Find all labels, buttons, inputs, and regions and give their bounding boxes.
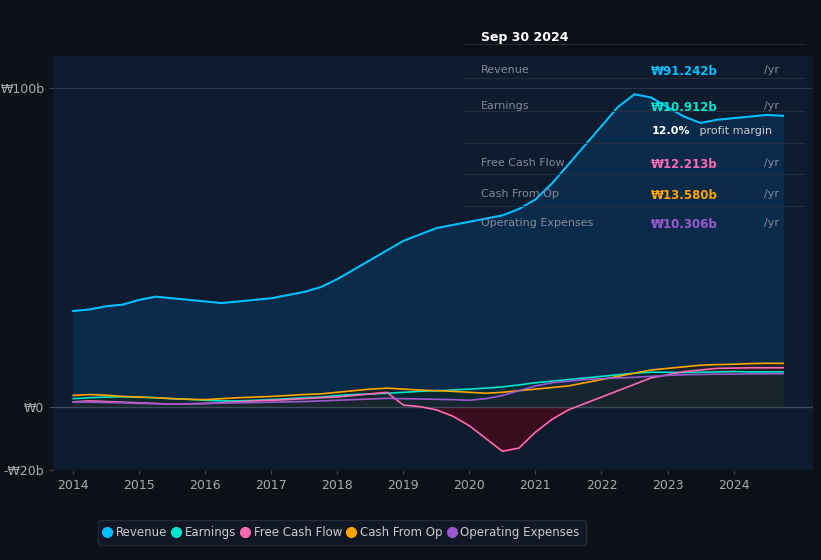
Legend: Revenue, Earnings, Free Cash Flow, Cash From Op, Operating Expenses: Revenue, Earnings, Free Cash Flow, Cash … (99, 520, 585, 545)
Text: /yr: /yr (764, 157, 778, 167)
Text: Earnings: Earnings (481, 101, 530, 111)
Text: /yr: /yr (764, 65, 778, 75)
Text: /yr: /yr (764, 189, 778, 199)
Text: Sep 30 2024: Sep 30 2024 (481, 31, 568, 44)
Text: ₩10.306b: ₩10.306b (651, 218, 718, 231)
Text: 12.0%: 12.0% (651, 126, 690, 136)
Text: ₩12.213b: ₩12.213b (651, 157, 718, 170)
Text: ₩91.242b: ₩91.242b (651, 65, 718, 78)
Text: ₩13.580b: ₩13.580b (651, 189, 718, 202)
Text: Free Cash Flow: Free Cash Flow (481, 157, 565, 167)
Text: ₩10.912b: ₩10.912b (651, 101, 718, 114)
Text: Cash From Op: Cash From Op (481, 189, 559, 199)
Text: profit margin: profit margin (695, 126, 772, 136)
Text: /yr: /yr (764, 101, 778, 111)
Text: /yr: /yr (764, 218, 778, 228)
Text: Revenue: Revenue (481, 65, 530, 75)
Text: Operating Expenses: Operating Expenses (481, 218, 594, 228)
